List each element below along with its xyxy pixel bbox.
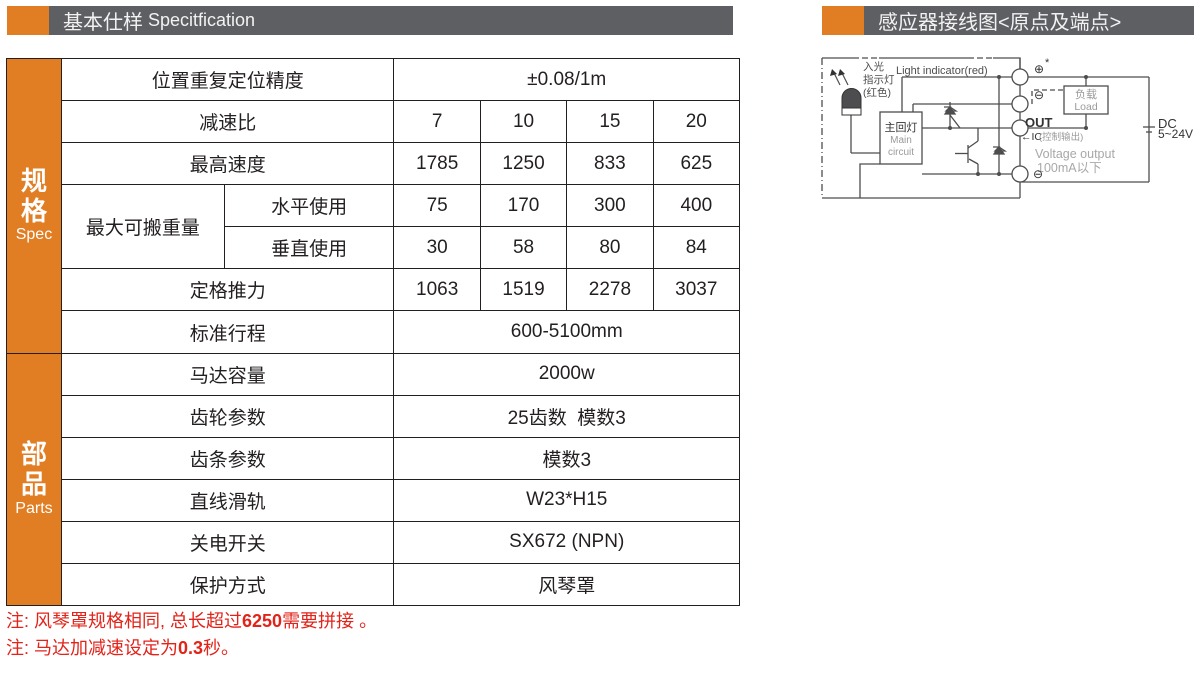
svg-text:指示灯: 指示灯	[863, 73, 895, 86]
svg-text:主回灯: 主回灯	[885, 121, 918, 134]
svg-text:⊕: ⊕	[1034, 62, 1044, 76]
svg-text:Main: Main	[890, 135, 912, 146]
svg-text:负载: 负载	[1075, 87, 1097, 101]
svg-text:⊖: ⊖	[1034, 88, 1044, 102]
svg-text:Light indicator(red): Light indicator(red)	[896, 65, 988, 77]
svg-text:(红色): (红色)	[863, 86, 891, 99]
svg-text:Load: Load	[1074, 101, 1098, 113]
svg-text:5~24V: 5~24V	[1158, 127, 1193, 141]
svg-text:入光: 入光	[863, 60, 884, 73]
svg-text:100mA以下: 100mA以下	[1037, 161, 1102, 175]
svg-text:*: *	[1045, 57, 1050, 69]
svg-text:circuit: circuit	[888, 147, 914, 158]
svg-text:Voltage output: Voltage output	[1035, 147, 1115, 161]
svg-text:(控制输出): (控制输出)	[1039, 131, 1083, 143]
svg-text:OUT: OUT	[1025, 115, 1053, 130]
svg-text:⊖: ⊖	[1033, 167, 1043, 181]
